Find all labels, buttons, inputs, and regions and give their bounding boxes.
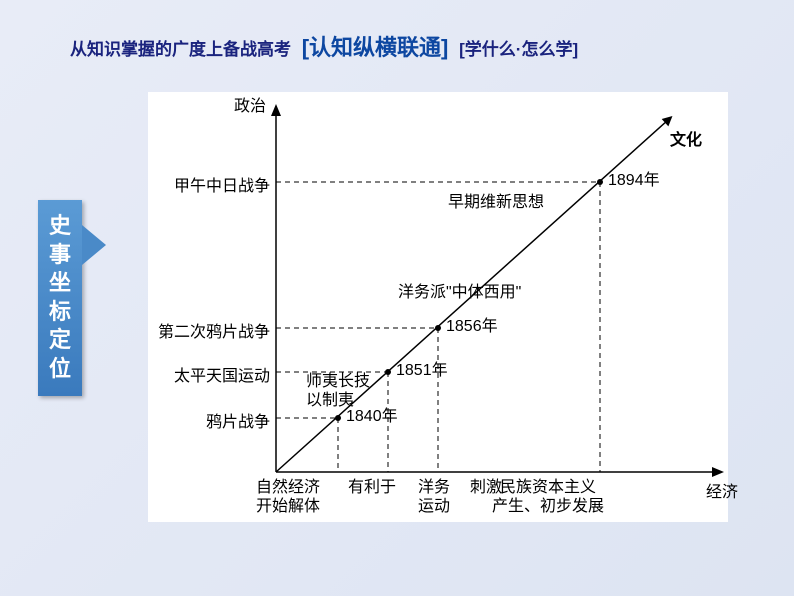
annotation-1: 洋务派"中体西用" [398, 278, 521, 302]
diagonal-label: 文化 [670, 126, 702, 150]
year-label-2: 1856年 [446, 312, 498, 336]
header-text-3: [学什么·怎么学] [459, 40, 578, 59]
year-label-1: 1851年 [396, 356, 448, 380]
y-label-0: 甲午中日战争 [174, 172, 270, 196]
page-header: 从知识掌握的广度上备战高考 [认知纵横联通] [学什么·怎么学] [70, 30, 754, 62]
coordinate-chart: 1840年1851年1856年1894年政治经济文化甲午中日战争第二次鸦片战争太… [148, 92, 728, 522]
y-label-1: 第二次鸦片战争 [158, 318, 270, 342]
x-label-2: 洋务运动 [418, 478, 450, 516]
chart-svg [148, 92, 728, 522]
year-label-3: 1894年 [608, 166, 660, 190]
sidebar-arrow-icon [82, 225, 106, 265]
y-axis-label: 政治 [234, 92, 266, 116]
x-label-0: 自然经济开始解体 [256, 478, 320, 516]
x-label-4: 民族资本主义产生、初步发展 [492, 478, 604, 516]
x-label-1: 有利于 [348, 478, 396, 497]
header-text-1: 从知识掌握的广度上备战高考 [70, 40, 291, 59]
annotation-0: 早期维新思想 [448, 188, 544, 212]
y-label-2: 太平天国运动 [174, 362, 270, 386]
y-label-3: 鸦片战争 [206, 408, 270, 432]
x-axis-label: 经济 [706, 478, 738, 502]
header-text-2: [认知纵横联通] [302, 35, 449, 60]
annotation-2: 师夷长技以制夷 [306, 372, 370, 410]
sidebar-title: 史事坐标定位 [38, 200, 82, 396]
